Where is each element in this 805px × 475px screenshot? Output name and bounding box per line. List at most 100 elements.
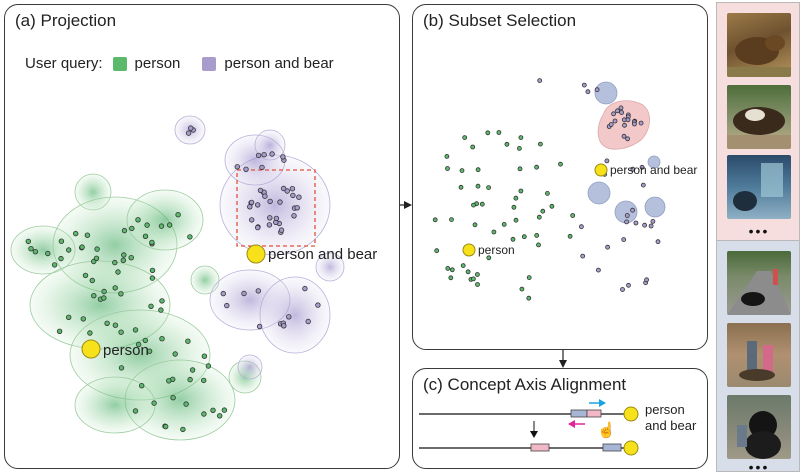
data-point [121,227,128,234]
data-point [66,314,72,320]
data-point [166,222,173,228]
axis-marker-blue-bottom[interactable] [602,443,622,452]
data-point [459,168,465,174]
person-thumb-1[interactable] [727,251,791,315]
legend-label-person: person [134,55,181,72]
bear-thumb-2[interactable] [727,85,791,149]
data-point [162,423,169,430]
data-point [138,383,145,389]
data-point [620,287,625,292]
data-point [28,245,34,252]
data-point [267,198,273,205]
data-point [89,277,95,284]
data-point [280,185,287,192]
bear-thumb-3[interactable] [727,155,791,219]
data-point [112,259,118,266]
data-point [248,199,255,206]
data-point [534,232,540,238]
data-point [158,223,165,229]
subset-title: (b) Subset Selection [423,11,577,30]
data-point [626,282,631,288]
data-point [201,353,208,359]
down-arrow-icon [530,431,538,438]
data-point [149,275,156,281]
data-point [101,288,107,295]
data-point [135,217,141,223]
projection-plot[interactable]: person and bear person [5,5,400,469]
data-point [475,272,480,277]
axis-marker-pink-bottom[interactable] [530,443,550,452]
data-point [187,376,193,383]
axis-label-line1: person [645,402,685,417]
data-point [170,395,176,401]
axis-plot[interactable]: ☝ person and bear [413,369,708,469]
data-point [315,302,321,308]
person-and-bear-density-region [174,115,345,380]
data-point [585,89,591,95]
data-point [261,151,267,158]
data-point [290,192,296,199]
data-point [234,164,240,170]
data-point [254,202,261,208]
data-point [281,323,287,329]
person-thumb-2[interactable] [727,323,791,387]
axis-anchor-top [623,406,639,422]
data-point [187,234,193,240]
subset-anchor-person-and-bear[interactable] [594,163,608,177]
data-point [151,400,157,406]
data-point [624,213,630,218]
data-point [558,161,563,167]
anchor-label-person-and-bear: person and bear [268,246,377,263]
data-point [243,166,249,172]
data-point [25,238,31,245]
data-point [432,217,438,223]
data-point [144,222,150,228]
person-thumb-3[interactable] [727,395,791,459]
data-point [513,195,519,201]
data-point [91,293,97,299]
data-point [445,265,451,271]
data-point [142,233,149,239]
subset-anchor-person[interactable] [462,243,476,257]
data-point [625,117,631,123]
data-point [513,217,519,223]
data-point [180,426,186,433]
data-point [434,248,440,254]
data-point [277,199,283,205]
data-point [185,338,191,344]
data-point [256,323,263,330]
data-point [472,222,478,228]
data-point [638,120,644,126]
data-point [189,367,196,373]
data-point [581,82,587,88]
data-point [112,322,119,328]
data-point [132,408,139,414]
data-point [448,275,454,281]
selection-box[interactable] [236,169,316,247]
anchor-person[interactable] [81,339,101,359]
data-point [58,238,65,244]
data-point [302,285,308,292]
person-results-strip: ••• [716,240,800,475]
axis-marker-pink[interactable] [586,409,602,418]
data-point [255,288,261,294]
axis-marker-blue[interactable] [570,409,588,418]
data-point [567,233,573,239]
data-point [611,111,617,117]
data-point [289,185,296,192]
data-point [118,291,124,297]
bear-more-indicator[interactable]: ••• [748,223,770,239]
anchor-label-person: person [103,342,149,359]
data-point [612,118,618,124]
data-point [471,276,476,282]
data-point [479,201,485,207]
anchor-person-and-bear[interactable] [246,244,266,264]
data-point [621,237,627,243]
subset-plot[interactable]: person and bear person [413,5,708,350]
data-point [630,166,636,172]
subset-circles [587,81,666,224]
concept-axis-panel: (c) Concept Axis Alignment ☝ person and … [412,368,708,469]
data-point [486,185,491,191]
bear-thumb-1[interactable] [727,13,791,77]
person-more-indicator[interactable]: ••• [748,459,770,475]
